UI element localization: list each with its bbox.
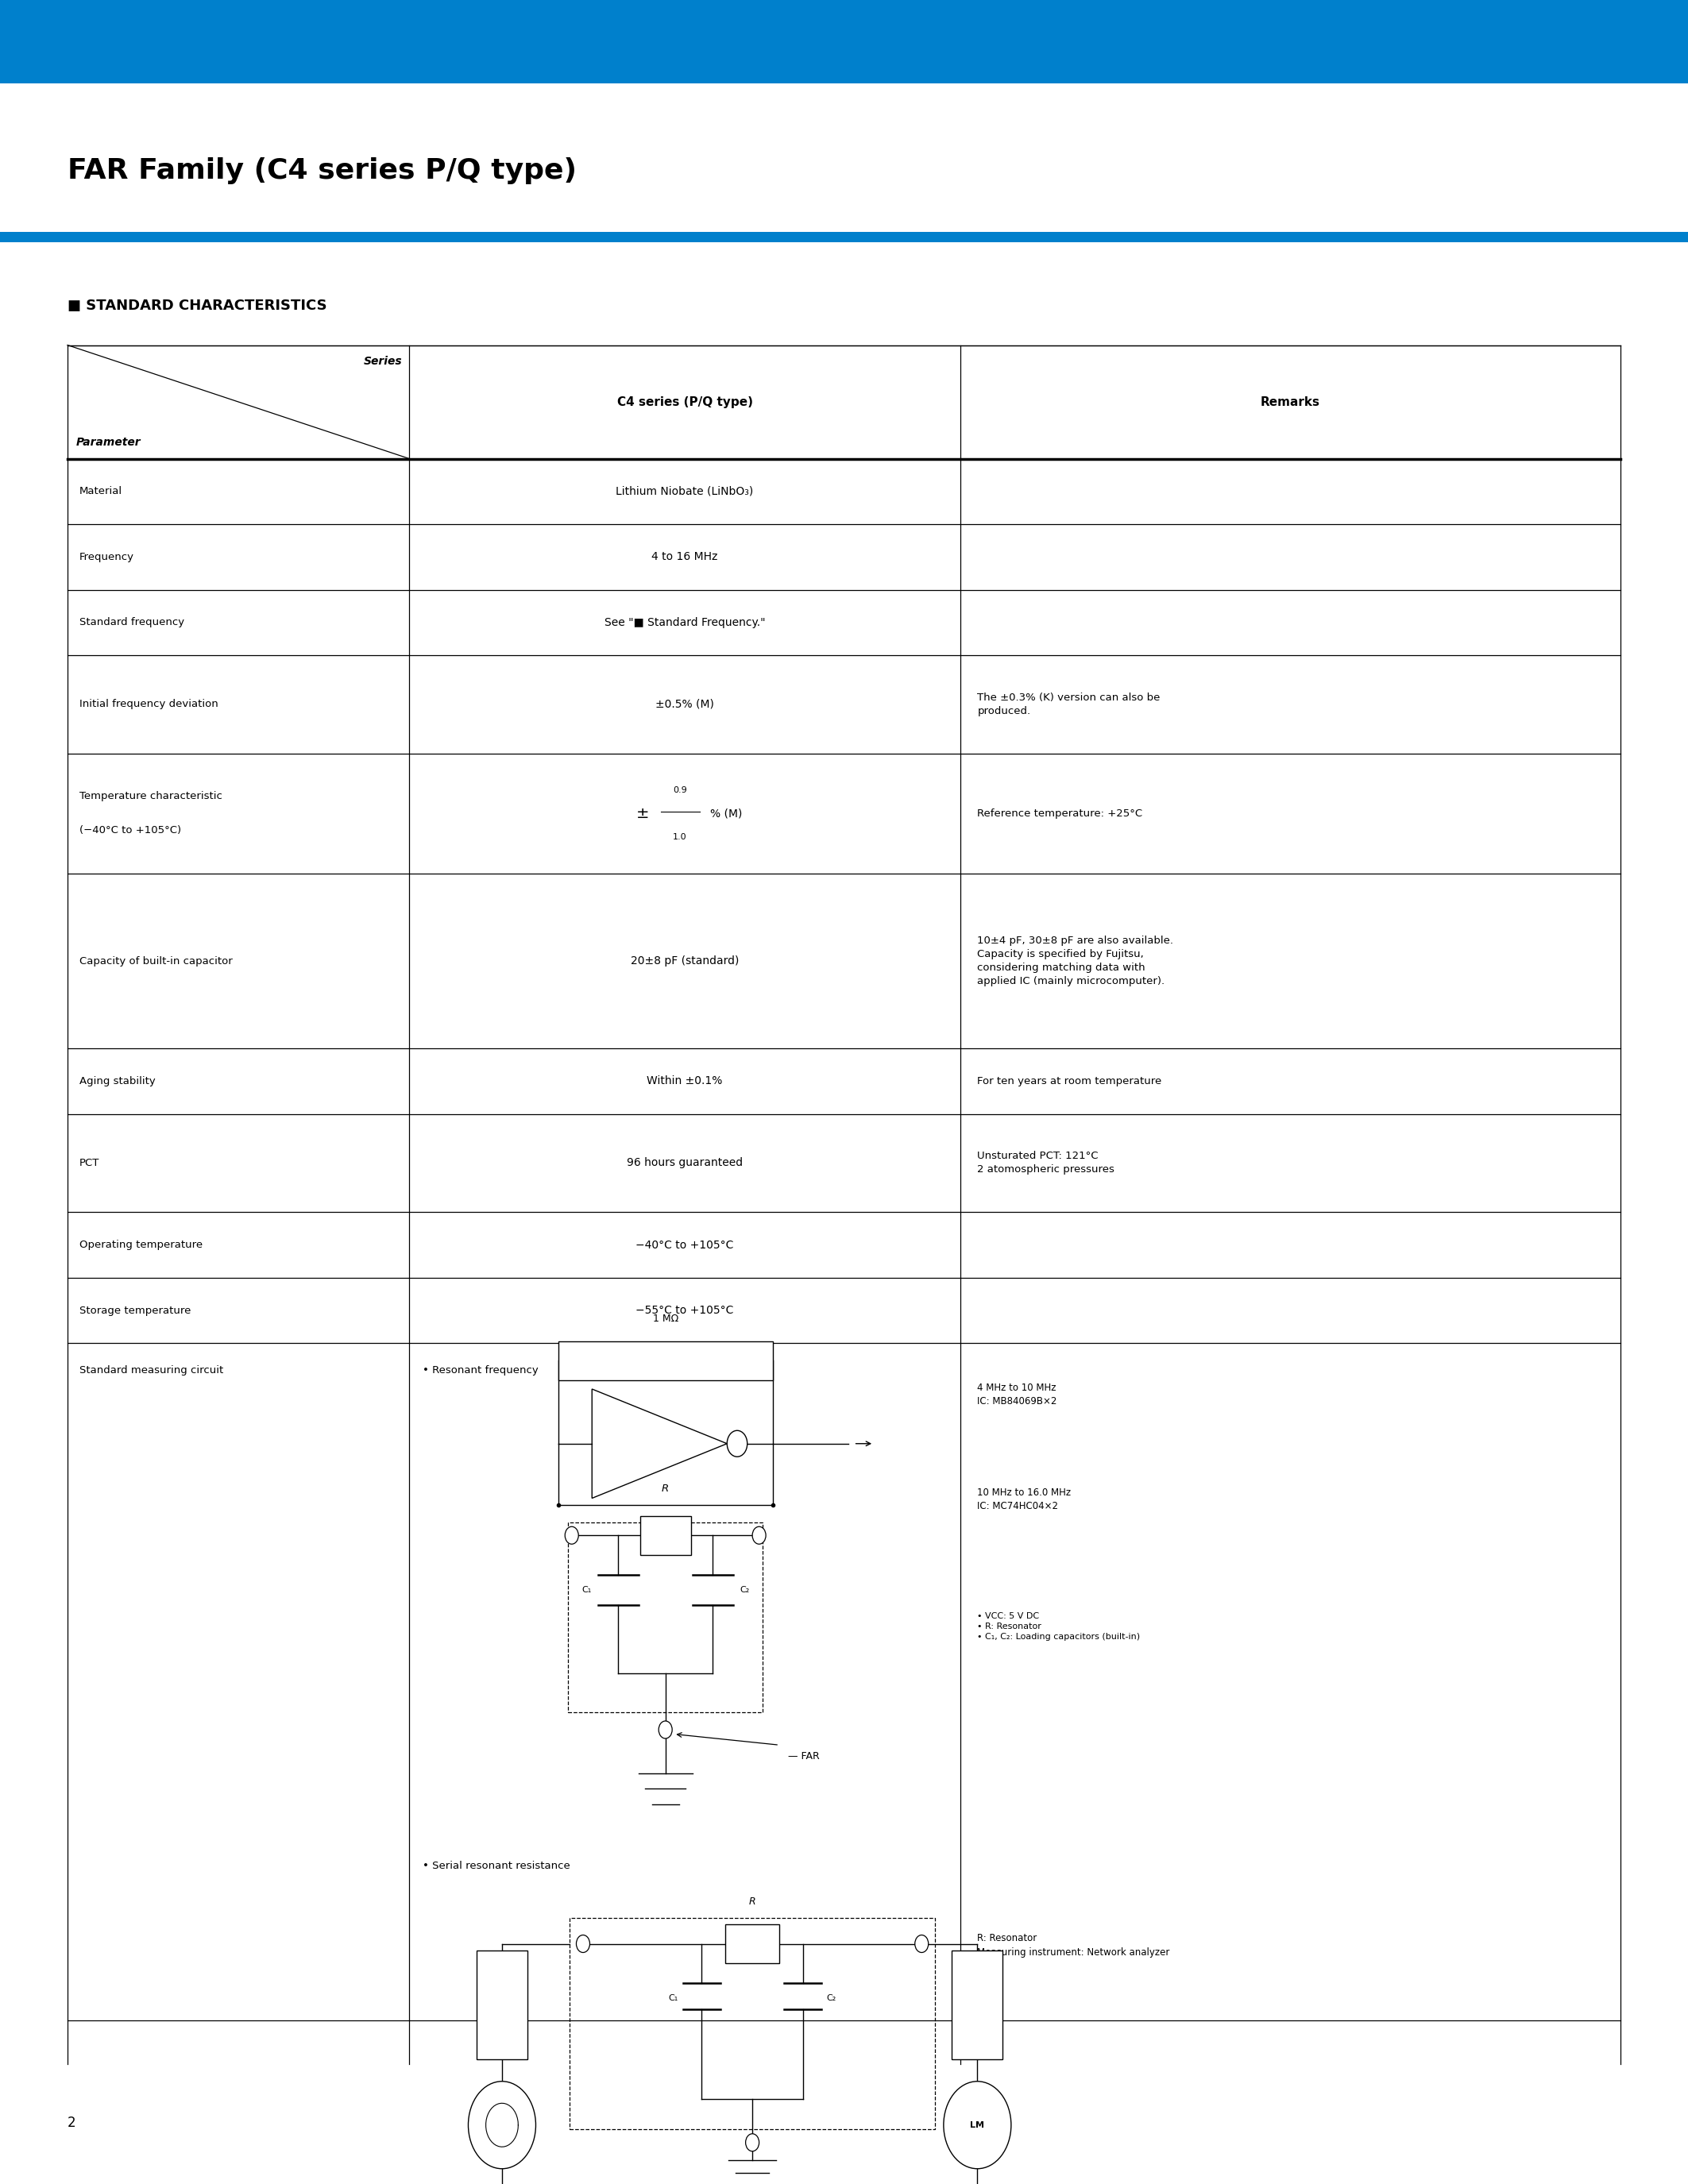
Text: The ±0.3% (K) version can also be
produced.: The ±0.3% (K) version can also be produc…	[977, 692, 1160, 716]
Text: • VCC: 5 V DC
• R: Resonator
• C₁, C₂: Loading capacitors (built-in): • VCC: 5 V DC • R: Resonator • C₁, C₂: L…	[977, 1612, 1141, 1640]
Text: 10±4 pF, 30±8 pF are also available.
Capacity is specified by Fujitsu,
consideri: 10±4 pF, 30±8 pF are also available. Cap…	[977, 935, 1173, 987]
Text: 1.0: 1.0	[674, 834, 687, 841]
Text: Reference temperature: +25°C: Reference temperature: +25°C	[977, 808, 1143, 819]
Text: Aging stability: Aging stability	[79, 1077, 155, 1085]
Text: ±0.5% (M): ±0.5% (M)	[655, 699, 714, 710]
Text: 2: 2	[68, 2116, 76, 2129]
Text: Remarks: Remarks	[1261, 395, 1320, 408]
Text: C₁: C₁	[668, 1994, 679, 2003]
Circle shape	[658, 1721, 672, 1738]
Text: (−40°C to +105°C): (−40°C to +105°C)	[79, 826, 181, 836]
Text: Storage temperature: Storage temperature	[79, 1306, 191, 1315]
Bar	[640, 1516, 690, 1555]
Text: Standard measuring circuit: Standard measuring circuit	[79, 1365, 223, 1376]
Circle shape	[944, 2081, 1011, 2169]
Text: • Resonant frequency: • Resonant frequency	[422, 1365, 538, 1376]
Text: 20±8 pF (standard): 20±8 pF (standard)	[631, 954, 739, 968]
Text: 75 Ω: 75 Ω	[491, 2001, 513, 2009]
Text: Initial frequency deviation: Initial frequency deviation	[79, 699, 218, 710]
Text: — FAR: — FAR	[788, 1752, 819, 1760]
Text: R: R	[662, 1483, 668, 1494]
Text: See "■ Standard Frequency.": See "■ Standard Frequency."	[604, 616, 765, 629]
Text: Capacity of built-in capacitor: Capacity of built-in capacitor	[79, 957, 233, 965]
Text: ±: ±	[636, 806, 650, 821]
Text: Frequency: Frequency	[79, 553, 133, 561]
Text: Parameter: Parameter	[76, 437, 140, 448]
Circle shape	[576, 1935, 589, 1952]
Text: C4 series (P/Q type): C4 series (P/Q type)	[616, 395, 753, 408]
Text: Unsturated PCT: 121°C
2 atomospheric pressures: Unsturated PCT: 121°C 2 atomospheric pre…	[977, 1151, 1114, 1175]
Text: FAR Family (C4 series P/Q type): FAR Family (C4 series P/Q type)	[68, 157, 577, 183]
Text: 0.9: 0.9	[674, 786, 687, 795]
Text: 75 Ω: 75 Ω	[967, 2001, 987, 2009]
Text: −55°C to +105°C: −55°C to +105°C	[636, 1304, 734, 1317]
Text: For ten years at room temperature: For ten years at room temperature	[977, 1077, 1161, 1085]
Circle shape	[746, 2134, 760, 2151]
Circle shape	[915, 1935, 928, 1952]
Text: % (M): % (M)	[711, 808, 743, 819]
Text: Temperature characteristic: Temperature characteristic	[79, 791, 223, 802]
Text: −40°C to +105°C: −40°C to +105°C	[636, 1238, 734, 1251]
Text: 96 hours guaranteed: 96 hours guaranteed	[626, 1158, 743, 1168]
Text: Lithium Niobate (LiNbO₃): Lithium Niobate (LiNbO₃)	[616, 485, 753, 498]
Text: Standard frequency: Standard frequency	[79, 618, 184, 627]
Text: • Serial resonant resistance: • Serial resonant resistance	[422, 1861, 571, 1872]
Circle shape	[753, 1527, 766, 1544]
Text: C₂: C₂	[739, 1586, 749, 1594]
Text: R: R	[749, 1896, 756, 1907]
Bar	[559, 1341, 773, 1380]
Bar	[726, 1924, 780, 1963]
Text: Series: Series	[365, 356, 402, 367]
Text: R: Resonator
Measuring instrument: Network analyzer: R: Resonator Measuring instrument: Netwo…	[977, 1933, 1170, 1957]
Text: 1 MΩ: 1 MΩ	[653, 1313, 679, 1324]
Text: ■ STANDARD CHARACTERISTICS: ■ STANDARD CHARACTERISTICS	[68, 299, 327, 312]
Text: LM: LM	[971, 2121, 984, 2129]
Bar	[952, 1950, 1003, 2060]
Text: PCT: PCT	[79, 1158, 100, 1168]
Text: C₁: C₁	[581, 1586, 591, 1594]
Bar	[476, 1950, 527, 2060]
Text: Material: Material	[79, 487, 122, 496]
Circle shape	[565, 1527, 579, 1544]
Text: Operating temperature: Operating temperature	[79, 1241, 203, 1249]
Text: 4 to 16 MHz: 4 to 16 MHz	[652, 550, 717, 563]
Bar	[0, 0, 1688, 83]
Text: Within ±0.1%: Within ±0.1%	[647, 1075, 722, 1088]
Text: 4 MHz to 10 MHz
IC: MB84069B×2: 4 MHz to 10 MHz IC: MB84069B×2	[977, 1382, 1057, 1406]
Bar	[0, 232, 1688, 242]
Text: 10 MHz to 16.0 MHz
IC: MC74HC04×2: 10 MHz to 16.0 MHz IC: MC74HC04×2	[977, 1487, 1072, 1511]
Text: C₂: C₂	[827, 1994, 836, 2003]
Circle shape	[468, 2081, 535, 2169]
